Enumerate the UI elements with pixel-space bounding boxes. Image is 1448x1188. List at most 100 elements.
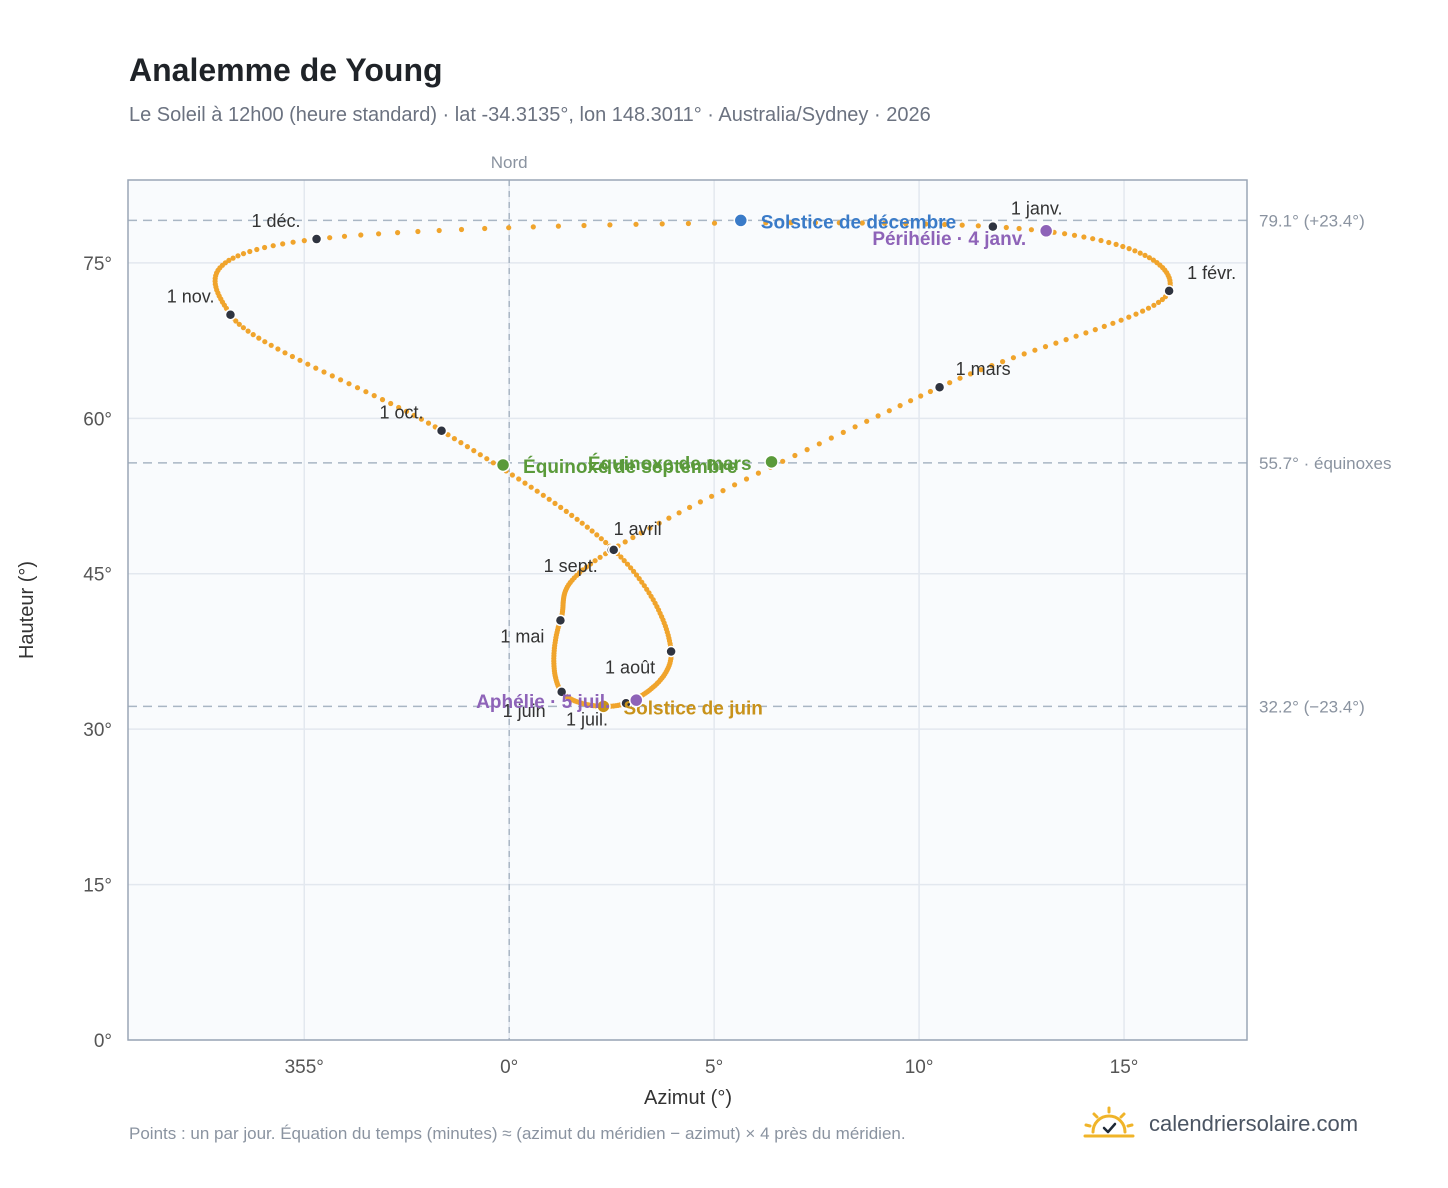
daily-sun-point — [451, 436, 457, 442]
daily-sun-point — [1073, 333, 1079, 339]
daily-sun-point — [250, 332, 256, 338]
month-marker — [1163, 285, 1175, 297]
month-label: 1 févr. — [1187, 263, 1236, 283]
daily-sun-point — [603, 539, 609, 546]
month-markers: 1 janv. 1 févr. 1 mars 1 avril 1 mai 1 juin 1 … — [167, 199, 1236, 730]
daily-sun-point — [569, 512, 575, 519]
daily-sun-point — [297, 357, 303, 363]
daily-sun-point — [282, 350, 288, 356]
north-label: Nord — [491, 153, 528, 172]
daily-sun-point — [687, 504, 693, 510]
daily-sun-point — [598, 536, 604, 542]
daily-sun-point — [235, 253, 241, 259]
daily-sun-point — [978, 367, 984, 373]
daily-sun-point — [903, 221, 909, 227]
daily-sun-point — [534, 488, 540, 494]
chart-subtitle: Le Soleil à 12h00 (heure standard) · lat… — [129, 104, 931, 126]
daily-sun-point — [305, 361, 311, 367]
plot-frame — [127, 179, 1248, 1041]
daily-sun-point — [1132, 248, 1138, 254]
daily-sun-point — [927, 388, 934, 395]
daily-sun-point — [1090, 236, 1096, 242]
plot-background — [128, 180, 1247, 1040]
y-tick-label: 45° — [83, 565, 112, 586]
x-tick-label: 5° — [705, 1057, 723, 1078]
daily-sun-point — [1062, 231, 1068, 237]
daily-sun-point — [1126, 246, 1132, 252]
daily-sun-point — [1028, 227, 1034, 233]
daily-sun-point — [720, 488, 726, 494]
daily-sun-point — [908, 398, 914, 404]
daily-sun-point — [516, 476, 522, 482]
daily-sun-point — [1032, 347, 1038, 353]
month-label: 1 août — [605, 657, 655, 677]
daily-sun-point — [1113, 241, 1119, 247]
x-tick-label: 0° — [500, 1057, 518, 1078]
daily-sun-point — [506, 225, 512, 231]
daily-sun-point — [685, 220, 692, 227]
daily-sun-point — [574, 516, 580, 522]
daily-sun-point — [792, 452, 798, 459]
daily-sun-point — [881, 220, 888, 226]
daily-sun-point — [584, 524, 590, 530]
daily-sun-point — [1101, 323, 1107, 329]
daily-sun-point — [897, 403, 903, 409]
daily-sun-point — [436, 227, 442, 234]
daily-sun-point — [592, 558, 598, 564]
event-marker — [596, 699, 611, 714]
daily-sun-point — [1003, 224, 1009, 231]
daily-sun-point — [859, 220, 865, 226]
y-tick-label: 60° — [83, 409, 112, 430]
daily-sun-point — [647, 525, 653, 531]
daily-sun-point — [638, 530, 644, 536]
daily-sun-point — [1000, 359, 1006, 365]
daily-sun-point — [376, 231, 382, 237]
x-tick-label: 10° — [905, 1057, 934, 1078]
daily-sun-point — [558, 504, 564, 510]
month-label: 1 janv. — [1011, 199, 1063, 219]
month-marker — [607, 544, 620, 556]
daily-sun-point — [388, 400, 394, 407]
month-label: 1 mars — [956, 359, 1011, 379]
daily-sun-point — [522, 480, 528, 486]
daily-sun-point — [555, 223, 562, 229]
daily-sun-point — [464, 444, 470, 450]
daily-sun-point — [886, 408, 892, 414]
daily-sun-point — [875, 413, 881, 419]
daily-sun-point — [280, 241, 286, 247]
daily-sun-point — [957, 375, 963, 381]
daily-sun-point — [445, 432, 451, 438]
event-label: Périhélie · 4 janv. — [872, 229, 1026, 250]
event-marker — [1038, 223, 1054, 239]
daily-sun-point — [639, 579, 645, 585]
daily-sun-point — [1137, 250, 1143, 256]
month-marker — [987, 220, 999, 233]
brand-name: calendriersolaire.com — [1149, 1111, 1359, 1136]
daily-sun-point — [918, 393, 924, 399]
daily-sun-point — [240, 251, 247, 257]
month-marker — [665, 645, 677, 658]
daily-sun-point — [947, 380, 953, 386]
daily-sun-point — [236, 321, 242, 327]
daily-sun-point — [975, 223, 981, 229]
daily-sun-point — [622, 539, 628, 545]
daily-sun-point — [268, 342, 274, 348]
daily-sun-point — [1120, 243, 1126, 250]
daily-sun-point — [624, 561, 631, 567]
daily-sun-point — [458, 440, 464, 446]
daily-sun-point — [816, 441, 822, 447]
event-marker — [629, 692, 644, 708]
daily-sun-point — [743, 476, 750, 482]
brand[interactable]: calendriersolaire.com — [1083, 1104, 1358, 1144]
daily-sun-point — [812, 220, 819, 226]
reference-line-label: 32.2° (−23.4°) — [1259, 697, 1365, 716]
daily-sun-point — [418, 416, 424, 422]
daily-sun-point — [594, 532, 600, 538]
y-tick-label: 75° — [83, 254, 112, 275]
daily-sun-point — [1146, 255, 1152, 261]
daily-sun-point — [1159, 296, 1165, 303]
daily-sun-point — [1142, 252, 1148, 258]
event-label: Solstice de décembre — [761, 212, 956, 233]
month-marker — [435, 424, 448, 437]
